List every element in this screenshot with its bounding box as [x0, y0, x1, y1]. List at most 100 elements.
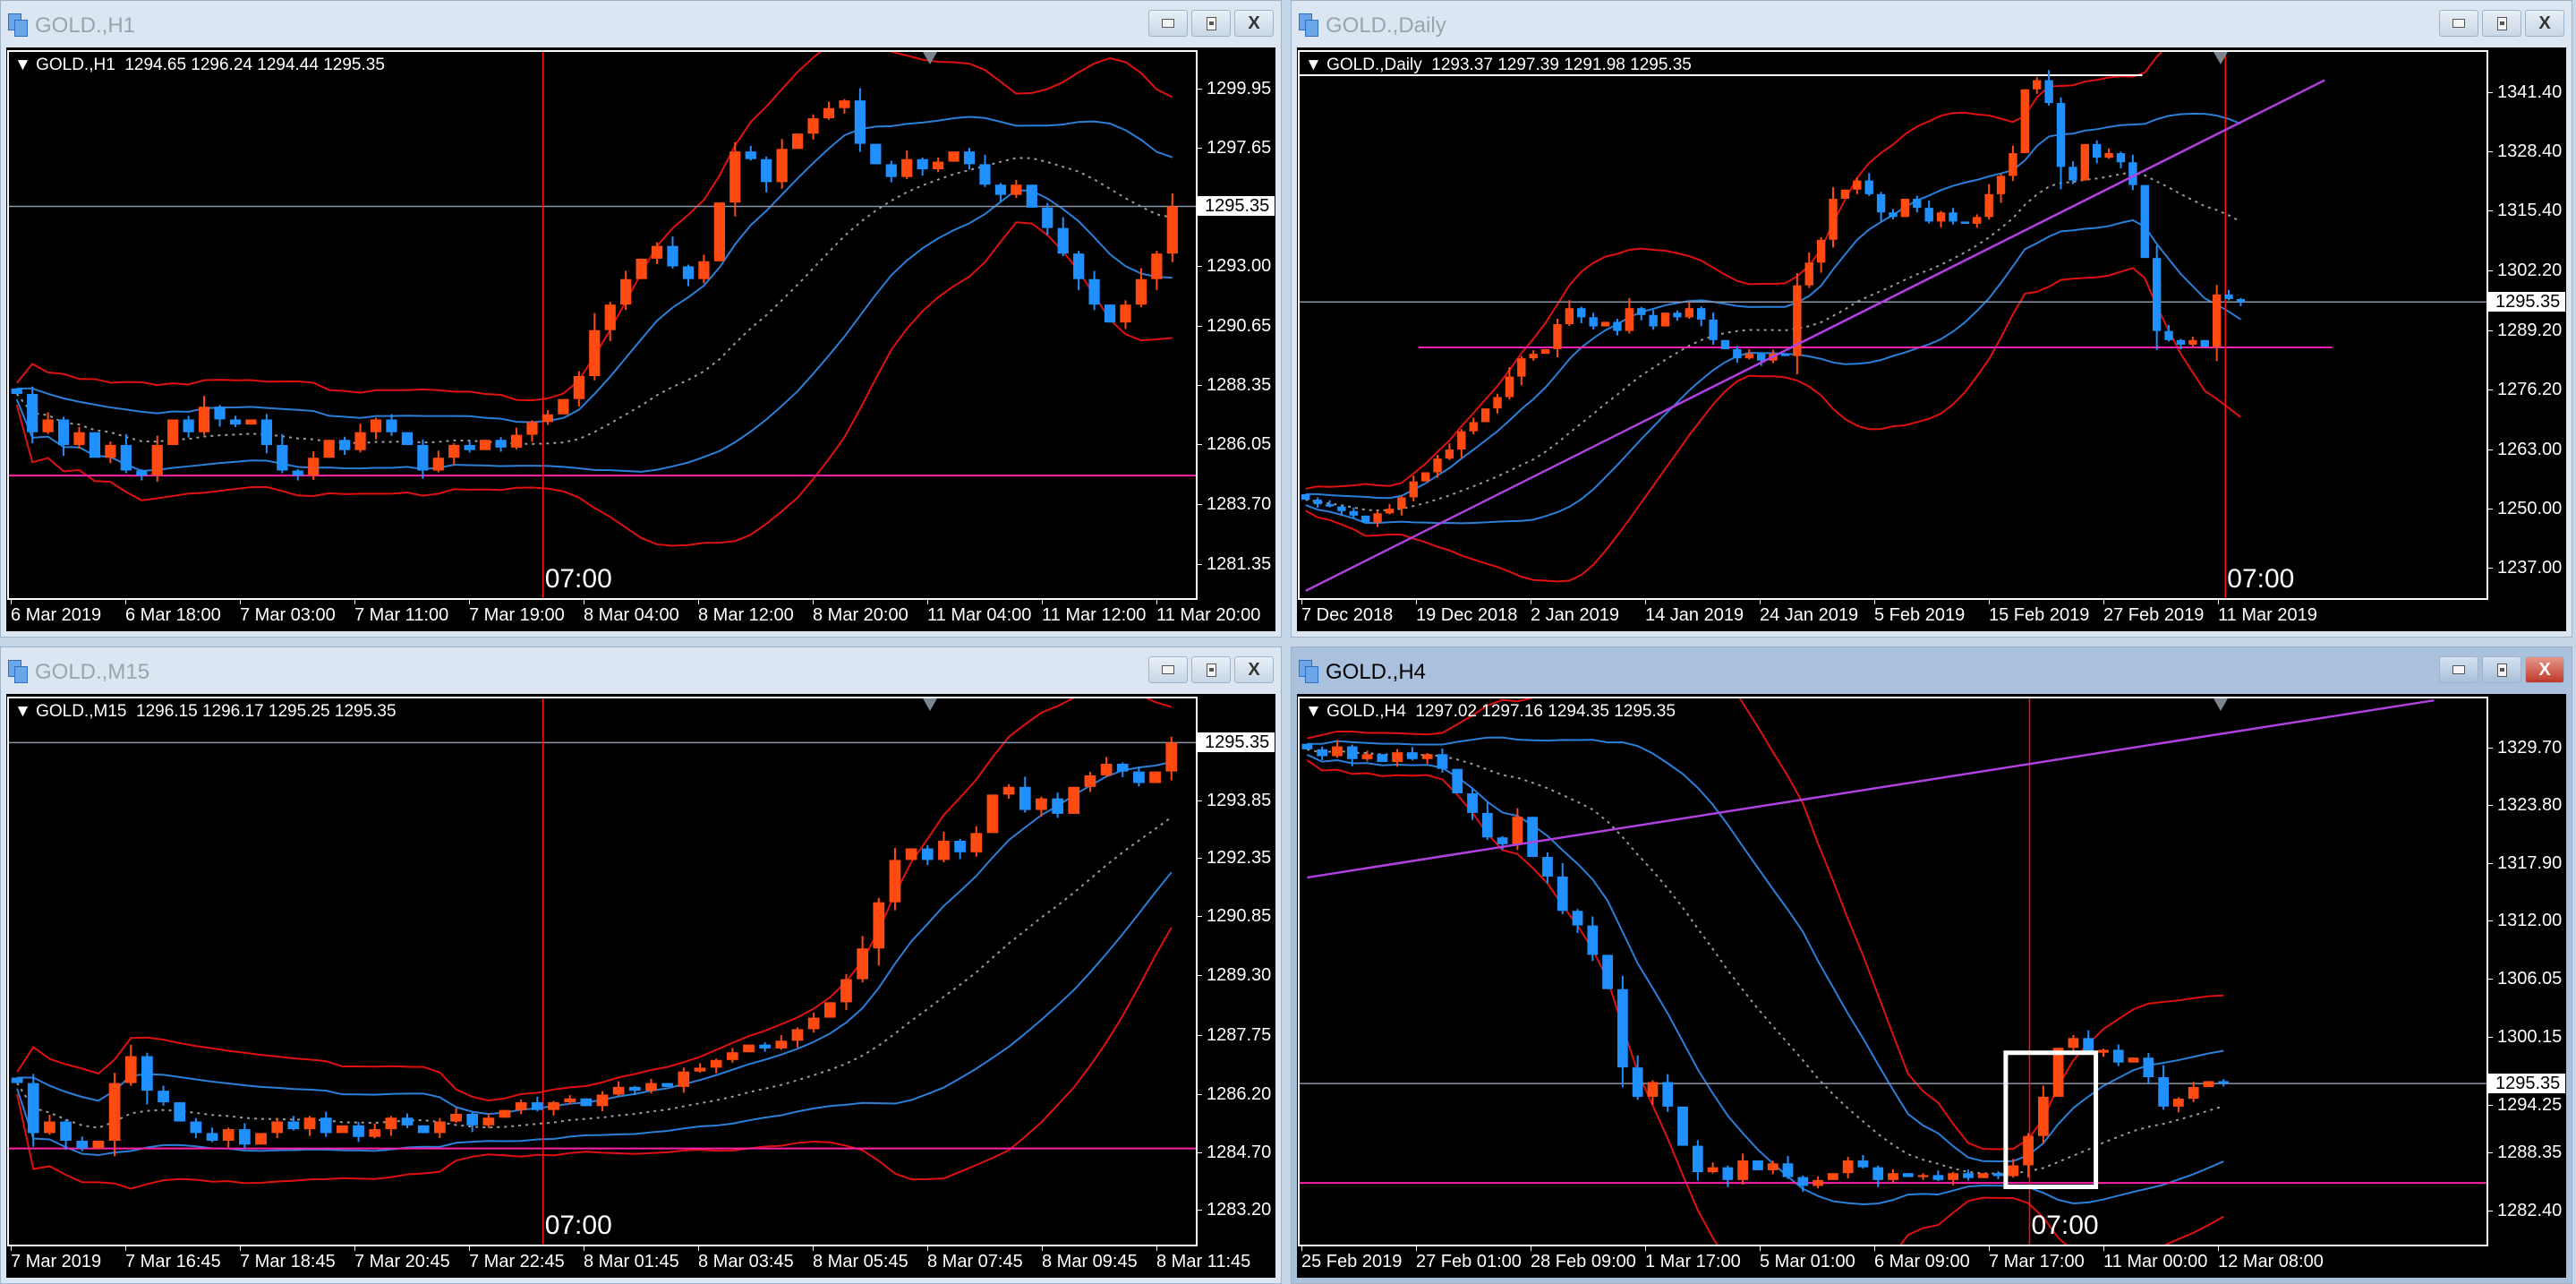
price-axis[interactable]: 1293.85 1292.35 1290.85 1289.30 1287.75 1286.… — [1197, 697, 1275, 1246]
candle-body — [1467, 793, 1478, 813]
minimize-button[interactable] — [2439, 10, 2478, 37]
candle-body — [2056, 103, 2066, 167]
candle-body — [2212, 294, 2222, 347]
close-button[interactable]: X — [2525, 10, 2564, 37]
icon-part — [1305, 20, 1318, 37]
separator-time-label: 07:00 — [2031, 1211, 2099, 1240]
candle-body — [1637, 308, 1646, 315]
candle-body — [2140, 184, 2149, 259]
chart-window-daily[interactable]: GOLD.,Daily X ▼ GOLD.,Daily 1293.37 1297.3… — [1291, 0, 2572, 638]
close-button[interactable]: X — [1234, 656, 1274, 683]
chart-area[interactable]: ▼ GOLD.,H4 1297.02 1297.16 1294.35 1295.… — [1297, 694, 2566, 1278]
candlestick-chart[interactable] — [9, 52, 1196, 598]
candle-body — [1011, 184, 1022, 195]
candlestick-chart[interactable] — [1300, 698, 2486, 1245]
time-axis[interactable]: 7 Dec 2018 19 Dec 2018 2 Jan 2019 14 Jan 20… — [1298, 600, 2566, 631]
price-axis[interactable]: 1341.40 1328.40 1315.40 1302.20 1289.20 1276.… — [2487, 50, 2566, 600]
chart-window-h4[interactable]: GOLD.,H4 X ▼ GOLD.,H4 1297.02 1297.16 1294… — [1291, 646, 2572, 1284]
chart-header-ohlc: ▼ GOLD.,M15 1296.15 1296.17 1295.25 1295… — [14, 702, 397, 721]
candle-body — [2093, 143, 2102, 158]
candle-body — [183, 419, 194, 432]
candle-body — [761, 158, 772, 183]
price-tick-label: 1293.00 — [1197, 256, 1272, 277]
candle-body — [92, 1141, 105, 1149]
candle-body — [620, 278, 632, 305]
maximize-button[interactable] — [1191, 656, 1231, 683]
candle-body — [158, 1091, 169, 1103]
minimize-button[interactable] — [2439, 656, 2478, 683]
candle-body — [667, 245, 678, 267]
candle-body — [1872, 1167, 1884, 1180]
chart-area[interactable]: ▼ GOLD.,M15 1296.15 1296.17 1295.25 1295… — [6, 694, 1275, 1278]
time-axis[interactable]: 6 Mar 2019 6 Mar 18:00 7 Mar 03:00 7 Mar 11… — [7, 600, 1275, 631]
candle-body — [1073, 253, 1085, 279]
title-bar[interactable]: GOLD.,H1 X — [1, 1, 1281, 47]
time-tick-label: 7 Mar 20:45 — [354, 1246, 450, 1271]
close-button[interactable]: X — [1234, 10, 1274, 37]
chart-header-ohlc: ▼ GOLD.,H4 1297.02 1297.16 1294.35 1295.… — [1305, 702, 1676, 721]
time-tick-label: 7 Mar 2019 — [11, 1246, 102, 1271]
candle-body — [1149, 771, 1161, 783]
chart-header-ohlc: ▼ GOLD.,Daily 1293.37 1297.39 1291.98 12… — [1305, 56, 1692, 74]
time-axis[interactable]: 25 Feb 2019 27 Feb 01:00 28 Feb 09:00 1 Mar… — [1298, 1246, 2566, 1278]
candle-body — [710, 1059, 722, 1068]
maximize-icon — [1206, 16, 1216, 30]
minimize-button[interactable] — [1148, 10, 1188, 37]
candle-body — [339, 440, 351, 450]
price-plot[interactable]: ▼ GOLD.,Daily 1293.37 1297.39 1291.98 12… — [1298, 50, 2488, 600]
candlestick-chart[interactable] — [9, 698, 1196, 1245]
price-axis[interactable]: 1299.95 1297.65 1293.00 1290.65 1288.35 1286.… — [1197, 50, 1275, 600]
candle-body — [11, 388, 22, 394]
candle-body — [2158, 1077, 2170, 1107]
candle-body — [954, 840, 966, 852]
price-axis[interactable]: 1329.70 1323.80 1317.90 1312.00 1306.05 1300.… — [2487, 697, 2566, 1246]
candle-body — [917, 158, 928, 170]
candle-body — [2188, 1086, 2199, 1100]
minimize-button[interactable] — [1148, 656, 1188, 683]
close-button[interactable]: X — [2525, 656, 2564, 683]
candle-body — [885, 164, 897, 177]
candle-body — [1996, 175, 2006, 194]
time-tick-label: 5 Mar 01:00 — [1760, 1246, 1855, 1271]
price-plot[interactable]: ▼ GOLD.,H4 1297.02 1297.16 1294.35 1295.… — [1298, 697, 2488, 1246]
candle-body — [370, 419, 382, 432]
candle-body — [1673, 312, 1682, 318]
minimize-icon — [1162, 665, 1174, 674]
maximize-button[interactable] — [1191, 10, 1231, 37]
price-plot[interactable]: ▼ GOLD.,M15 1296.15 1296.17 1295.25 1295… — [7, 697, 1198, 1246]
maximize-button[interactable] — [2482, 656, 2521, 683]
title-bar[interactable]: GOLD.,M15 X — [1, 647, 1281, 694]
candle-body — [432, 458, 444, 471]
candle-body — [1527, 817, 1539, 858]
title-bar[interactable]: GOLD.,H4 X — [1292, 647, 2572, 694]
candle-body — [1542, 857, 1553, 877]
price-plot[interactable]: ▼ GOLD.,H1 1294.65 1296.24 1294.44 1295.… — [7, 50, 1198, 600]
time-tick-label: 27 Feb 01:00 — [1416, 1246, 1522, 1271]
current-price-label: 1295.35 — [1198, 732, 1275, 753]
price-tick-label: 1290.65 — [1197, 316, 1272, 337]
candle-body — [743, 1044, 755, 1053]
candlestick-chart[interactable] — [1300, 52, 2486, 598]
chart-window-m15[interactable]: GOLD.,M15 X ▼ GOLD.,M15 1296.15 1296.17 12… — [0, 646, 1282, 1284]
chart-window-h1[interactable]: GOLD.,H1 X ▼ GOLD.,H1 1294.65 1296.24 1294… — [0, 0, 1282, 638]
maximize-button[interactable] — [2482, 10, 2521, 37]
upper-band-blue — [17, 761, 1172, 1116]
close-icon: X — [1248, 13, 1260, 33]
chart-area[interactable]: ▼ GOLD.,Daily 1293.37 1297.39 1291.98 12… — [1297, 47, 2566, 631]
candle-body — [1397, 497, 1406, 509]
candle-body — [2068, 167, 2077, 181]
time-tick-label: 11 Mar 2019 — [2218, 600, 2317, 625]
candle-body — [791, 1029, 804, 1041]
candle-body — [108, 1083, 121, 1142]
chart-area[interactable]: ▼ GOLD.,H1 1294.65 1296.24 1294.44 1295.… — [6, 47, 1275, 631]
candle-body — [1445, 449, 1454, 459]
title-bar[interactable]: GOLD.,Daily X — [1292, 1, 2572, 47]
chart-shift-marker — [2213, 698, 2229, 711]
price-tick-label: 1283.20 — [1197, 1200, 1272, 1220]
upper-band-blue — [1305, 113, 2241, 500]
candle-body — [480, 440, 491, 450]
candle-body — [2112, 1049, 2124, 1063]
candle-body — [1332, 746, 1343, 757]
candle-body — [303, 1117, 316, 1130]
time-axis[interactable]: 7 Mar 2019 7 Mar 16:45 7 Mar 18:45 7 Mar 20… — [7, 1246, 1275, 1278]
